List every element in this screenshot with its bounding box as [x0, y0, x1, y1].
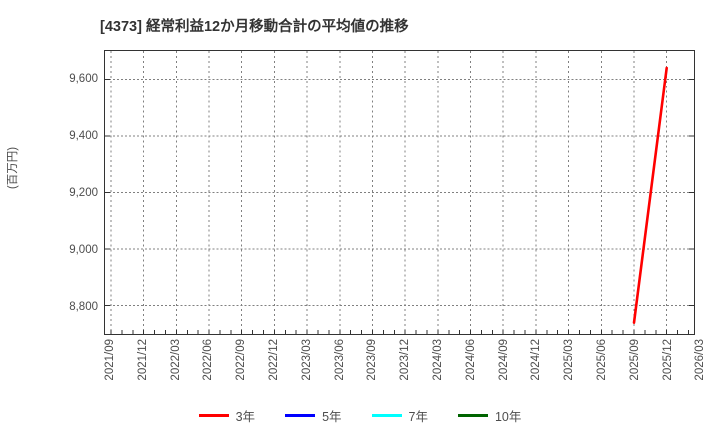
x-tick-label-wrap: 2025/06 — [594, 339, 610, 397]
legend-item-7年[interactable]: 7年 — [371, 406, 428, 425]
y-tick-label: 9,400 — [69, 129, 98, 142]
y-tick-label: 9,200 — [69, 186, 98, 199]
x-tick-label: 2024/12 — [530, 339, 543, 381]
chart-legend: 3年 5年 7年 10年 — [0, 404, 720, 426]
x-tick-label-wrap: 2024/12 — [528, 339, 544, 397]
x-tick-label-wrap: 2024/09 — [496, 339, 512, 397]
x-tick-label-wrap: 2023/09 — [364, 339, 380, 397]
legend-color-swatch — [198, 413, 229, 417]
y-tick-label: 8,800 — [69, 300, 98, 313]
x-tick-label-wrap: 2022/06 — [200, 339, 216, 397]
x-tick-label-wrap: 2025/09 — [627, 339, 643, 397]
legend-item-5年[interactable]: 5年 — [285, 406, 342, 425]
x-tick-label: 2024/03 — [432, 339, 444, 381]
y-tick-label: 9,600 — [69, 72, 98, 85]
y-tick-label: 9,000 — [69, 243, 98, 256]
legend-color-swatch — [371, 413, 402, 417]
x-tick-label: 2025/06 — [596, 339, 608, 381]
y-axis-tick-labels: 8,800 9,000 9,200 9,400 9,600 — [0, 50, 98, 335]
x-tick-label: 2021/12 — [136, 339, 149, 381]
x-tick-label-wrap: 2022/12 — [266, 339, 282, 397]
x-tick-label: 2026/03 — [694, 339, 707, 381]
chart-title: [4373] 経常利益12か月移動合計の平均値の推移 — [100, 19, 409, 35]
x-tick-label-wrap: 2026/03 — [692, 339, 708, 397]
x-tick-label-wrap: 2023/12 — [397, 339, 413, 397]
x-tick-label-wrap: 2025/03 — [561, 339, 577, 397]
plot-area — [104, 50, 695, 335]
legend-label: 3年 — [235, 409, 256, 424]
legend-item-10年[interactable]: 10年 — [457, 406, 522, 425]
x-tick-label-wrap: 2021/12 — [135, 339, 151, 397]
legend-label: 10年 — [494, 409, 522, 424]
x-tick-label-wrap: 2021/09 — [102, 339, 118, 397]
x-tick-label: 2024/09 — [497, 339, 510, 381]
x-tick-label: 2023/06 — [333, 339, 346, 381]
grid-lines — [105, 51, 694, 334]
series-line-0 — [632, 66, 668, 324]
x-tick-label: 2023/12 — [399, 339, 412, 381]
x-tick-label: 2022/06 — [202, 339, 215, 381]
data-series-layer — [632, 66, 668, 324]
legend-label: 7年 — [408, 409, 428, 424]
x-tick-label: 2025/12 — [661, 339, 674, 381]
x-tick-label-wrap: 2022/09 — [233, 339, 249, 397]
x-tick-label: 2024/06 — [464, 339, 477, 381]
x-tick-label-wrap: 2025/12 — [660, 339, 676, 397]
legend-color-swatch — [285, 413, 316, 417]
x-tick-label-wrap: 2023/06 — [332, 339, 348, 397]
x-tick-label: 2023/09 — [366, 339, 379, 381]
x-tick-label: 2023/03 — [300, 339, 313, 381]
x-tick-label: 2022/09 — [235, 339, 248, 381]
x-axis-tick-labels: 2021/09 2021/12 2022/03 2022/06 2022/09 2022/… — [102, 339, 706, 399]
x-tick-label: 2021/09 — [104, 339, 116, 381]
legend-label: 5年 — [322, 409, 342, 424]
x-tick-label-wrap: 2022/03 — [168, 339, 184, 397]
x-tick-label: 2022/03 — [169, 339, 182, 381]
x-tick-label: 2025/09 — [628, 339, 641, 381]
x-tick-label-wrap: 2024/06 — [463, 339, 479, 397]
legend-item-3年[interactable]: 3年 — [198, 406, 256, 425]
x-tick-label-wrap: 2024/03 — [430, 339, 446, 397]
x-tick-label-wrap: 2023/03 — [299, 339, 315, 397]
x-tick-label: 2022/12 — [268, 339, 280, 381]
legend-color-swatch — [457, 413, 488, 417]
x-tick-label: 2025/03 — [563, 339, 576, 381]
